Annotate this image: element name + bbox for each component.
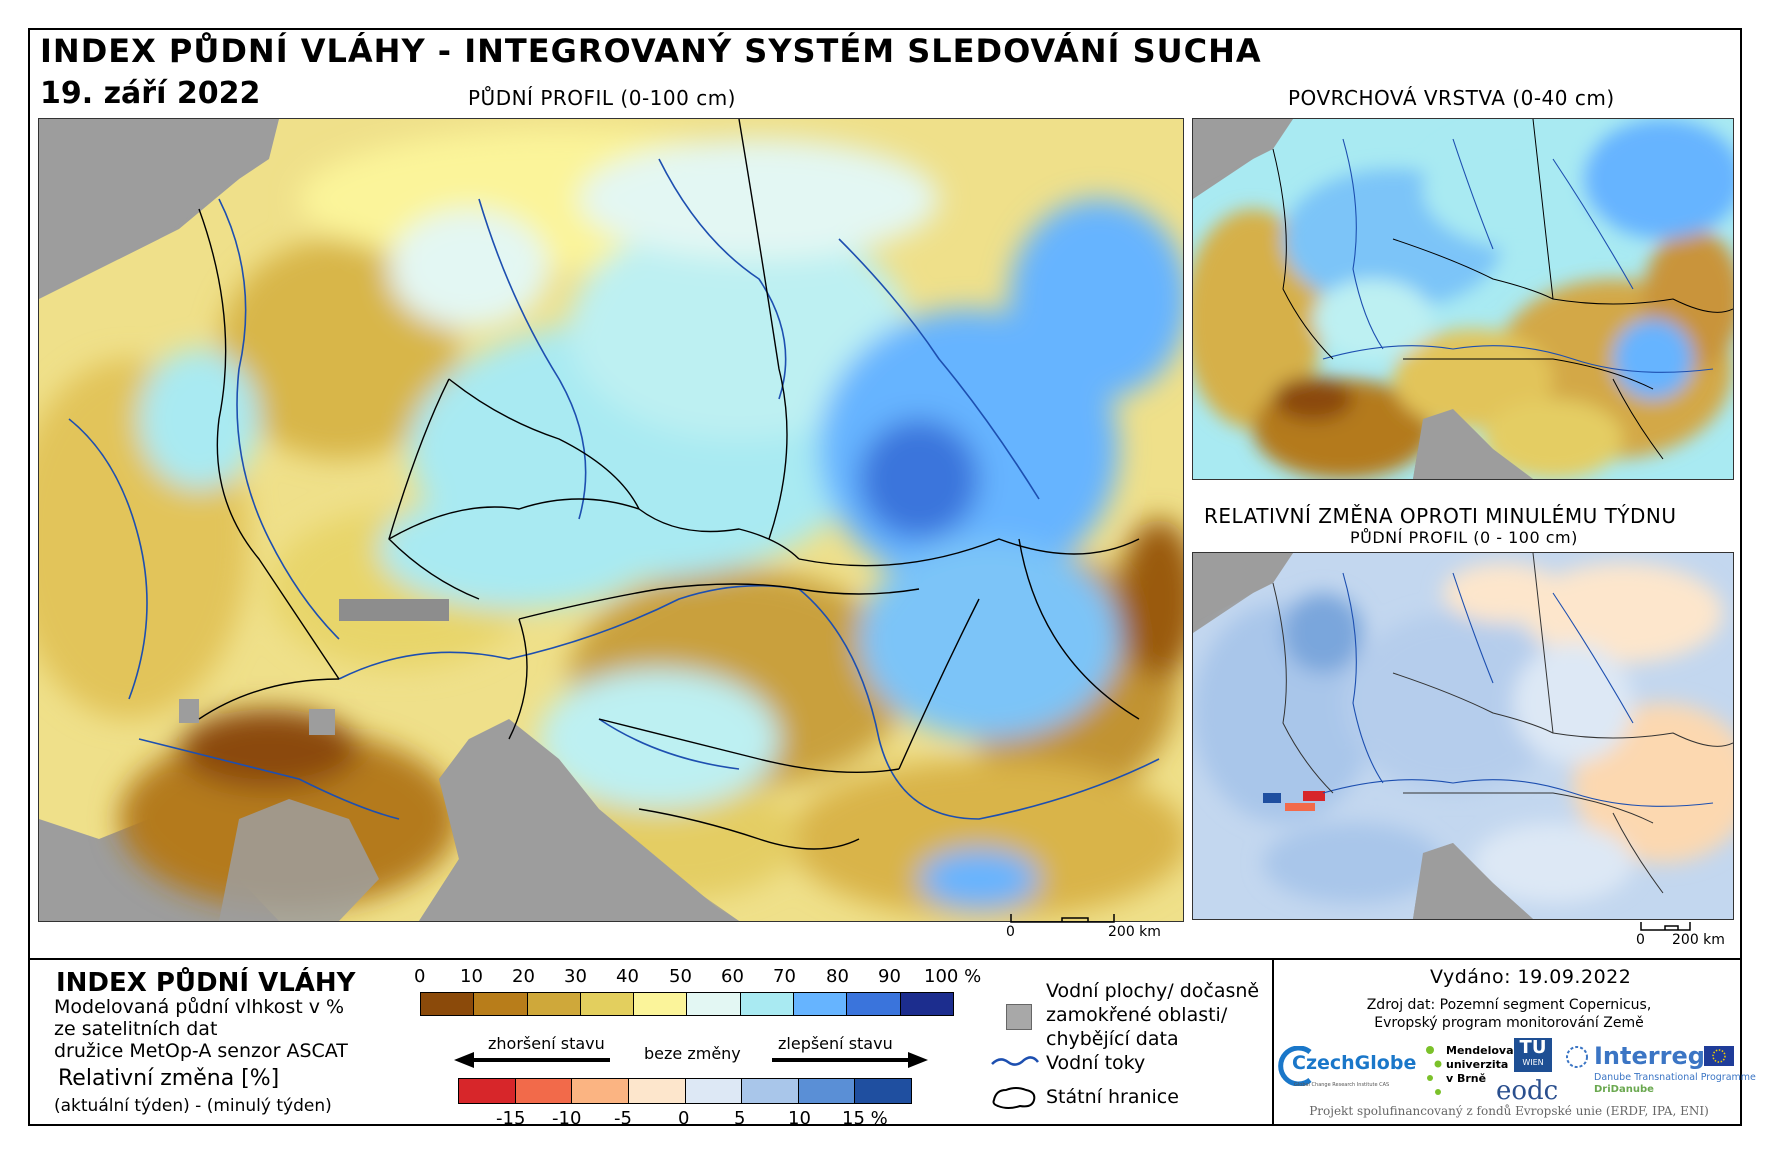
water-bodies-line-2: zamokřené oblasti/ bbox=[1046, 1004, 1228, 1026]
funding-note: Projekt spolufinancovaný z fondů Evropsk… bbox=[1309, 1104, 1709, 1118]
index-color-swatch bbox=[421, 993, 475, 1015]
dridanube-text: DriDanube bbox=[1594, 1084, 1654, 1095]
index-color-swatch bbox=[900, 993, 953, 1015]
index-color-swatch bbox=[634, 993, 688, 1015]
data-source: Zdroj dat: Pozemní segment Copernicus, E… bbox=[1276, 996, 1742, 1032]
index-tick: 100 % bbox=[924, 966, 982, 987]
date-label: 19. září 2022 bbox=[40, 76, 261, 111]
legend-desc-line-1: Modelovaná půdní vlhkost v % bbox=[54, 996, 345, 1018]
surface-map-label: POVRCHOVÁ VRSTVA (0-40 cm) bbox=[1288, 86, 1615, 110]
change-tick: 0 bbox=[678, 1108, 690, 1129]
issued-date: Vydáno: 19.09.2022 bbox=[1430, 966, 1632, 988]
index-tick: 80 bbox=[826, 966, 849, 987]
index-color-swatch bbox=[580, 993, 635, 1015]
legend-desc-line-3: družice MetOp-A senzor ASCAT bbox=[54, 1040, 348, 1062]
borders-label: Státní hranice bbox=[1046, 1086, 1179, 1108]
water-bodies-line-3: chybějící data bbox=[1046, 1028, 1179, 1050]
main-soil-moisture-map[interactable] bbox=[38, 118, 1184, 922]
mendelu-line-1: Mendelova bbox=[1446, 1044, 1514, 1057]
main-scale-label: 200 km bbox=[1108, 924, 1161, 940]
change-tick: 5 bbox=[734, 1108, 746, 1129]
worse-label: zhoršení stavu bbox=[488, 1034, 605, 1053]
main-scale-bar bbox=[1010, 914, 1115, 923]
index-color-swatch bbox=[474, 993, 528, 1015]
index-tick: 90 bbox=[878, 966, 901, 987]
eu-flag-icon bbox=[1704, 1046, 1734, 1066]
legend-desc-line-2: ze satelitních dat bbox=[54, 1018, 218, 1040]
index-color-swatch bbox=[847, 993, 901, 1015]
czechglobe-subtext: Global Change Research Institute CAS bbox=[1294, 1082, 1390, 1088]
mendelu-line-3: v Brně bbox=[1446, 1072, 1487, 1085]
tu-subtext: WIEN bbox=[1522, 1058, 1544, 1067]
index-tick: 0 bbox=[414, 966, 426, 987]
tu-wien-logo: TU WIEN bbox=[1514, 1038, 1552, 1072]
change-map-sublabel: PŮDNÍ PROFIL (0 - 100 cm) bbox=[1350, 528, 1578, 547]
border-line-icon bbox=[992, 1087, 1036, 1109]
index-tick: 50 bbox=[669, 966, 692, 987]
small-scale-label: 200 km bbox=[1672, 932, 1725, 948]
change-color-swatch bbox=[685, 1079, 743, 1103]
legend-title: INDEX PŮDNÍ VLÁHY bbox=[56, 968, 356, 998]
interreg-text: Interreg bbox=[1594, 1042, 1705, 1070]
index-tick: 10 bbox=[460, 966, 483, 987]
change-color-swatch bbox=[459, 1079, 516, 1103]
index-tick: 60 bbox=[721, 966, 744, 987]
index-color-swatch bbox=[740, 993, 795, 1015]
mendelu-line-2: univerzita bbox=[1446, 1058, 1509, 1071]
index-tick: 40 bbox=[616, 966, 639, 987]
worse-arrow-icon bbox=[454, 1052, 610, 1068]
river-line-icon bbox=[991, 1056, 1039, 1066]
data-source-line-1: Zdroj dat: Pozemní segment Copernicus, bbox=[1366, 997, 1652, 1013]
index-tick: 20 bbox=[512, 966, 535, 987]
interreg-swirl-icon bbox=[1566, 1046, 1588, 1068]
change-map-label: RELATIVNÍ ZMĚNA OPROTI MINULÉMU TÝDNU bbox=[1204, 504, 1677, 528]
index-colorbar bbox=[420, 992, 954, 1016]
change-tick: 10 bbox=[788, 1108, 811, 1129]
czechglobe-text: CzechGlobe bbox=[1292, 1052, 1417, 1074]
change-color-swatch bbox=[798, 1079, 856, 1103]
surface-layer-map[interactable] bbox=[1192, 118, 1734, 480]
better-label: zlepšení stavu bbox=[778, 1034, 893, 1053]
czechglobe-logo: CzechGlobe Global Change Research Instit… bbox=[1278, 1042, 1417, 1098]
change-color-swatch bbox=[628, 1079, 686, 1103]
water-bodies-swatch bbox=[1006, 1004, 1032, 1030]
change-color-swatch bbox=[855, 1079, 911, 1103]
index-tick: 30 bbox=[564, 966, 587, 987]
relative-change-map[interactable] bbox=[1192, 552, 1734, 920]
eodc-logo: eodc bbox=[1496, 1076, 1559, 1106]
index-color-swatch bbox=[794, 993, 848, 1015]
index-tick: 70 bbox=[773, 966, 796, 987]
page-title: INDEX PŮDNÍ VLÁHY - INTEGROVANÝ SYSTÉM S… bbox=[40, 32, 1262, 70]
change-tick: -15 bbox=[496, 1108, 526, 1129]
change-color-swatch bbox=[515, 1079, 573, 1103]
index-color-swatch bbox=[687, 993, 741, 1015]
change-tick: -10 bbox=[552, 1108, 582, 1129]
change-colorbar bbox=[458, 1078, 912, 1104]
relative-change-description: (aktuální týden) - (minulý týden) bbox=[54, 1096, 332, 1116]
small-scale-zero: 0 bbox=[1636, 932, 1645, 948]
legend-description: Modelovaná půdní vlhkost v % ze satelitn… bbox=[54, 996, 348, 1062]
change-color-swatch bbox=[742, 1079, 799, 1103]
interreg-logo: Interreg Danube Transnational Programme … bbox=[1564, 1040, 1756, 1102]
interreg-subtext: Danube Transnational Programme bbox=[1594, 1072, 1756, 1083]
legend-divider bbox=[28, 958, 1742, 960]
change-tick: 15 % bbox=[842, 1108, 888, 1129]
water-bodies-line-1: Vodní plochy/ dočasně bbox=[1046, 980, 1260, 1002]
rivers-label: Vodní toky bbox=[1046, 1052, 1146, 1074]
tu-text: TU bbox=[1519, 1037, 1547, 1058]
better-arrow-icon bbox=[772, 1052, 928, 1068]
main-map-label: PŮDNÍ PROFIL (0-100 cm) bbox=[468, 86, 736, 110]
info-divider bbox=[1272, 958, 1274, 1126]
main-scale-zero: 0 bbox=[1006, 924, 1015, 940]
index-color-swatch bbox=[527, 993, 581, 1015]
relative-change-title: Relativní změna [%] bbox=[58, 1066, 280, 1091]
change-tick: -5 bbox=[614, 1108, 632, 1129]
change-color-swatch bbox=[572, 1079, 629, 1103]
small-scale-bar bbox=[1640, 922, 1691, 931]
nochange-label: beze změny bbox=[644, 1044, 741, 1063]
data-source-line-2: Evropský program monitorování Země bbox=[1374, 1015, 1644, 1031]
mendelu-logo: Mendelova univerzita v Brně bbox=[1424, 1044, 1514, 1100]
